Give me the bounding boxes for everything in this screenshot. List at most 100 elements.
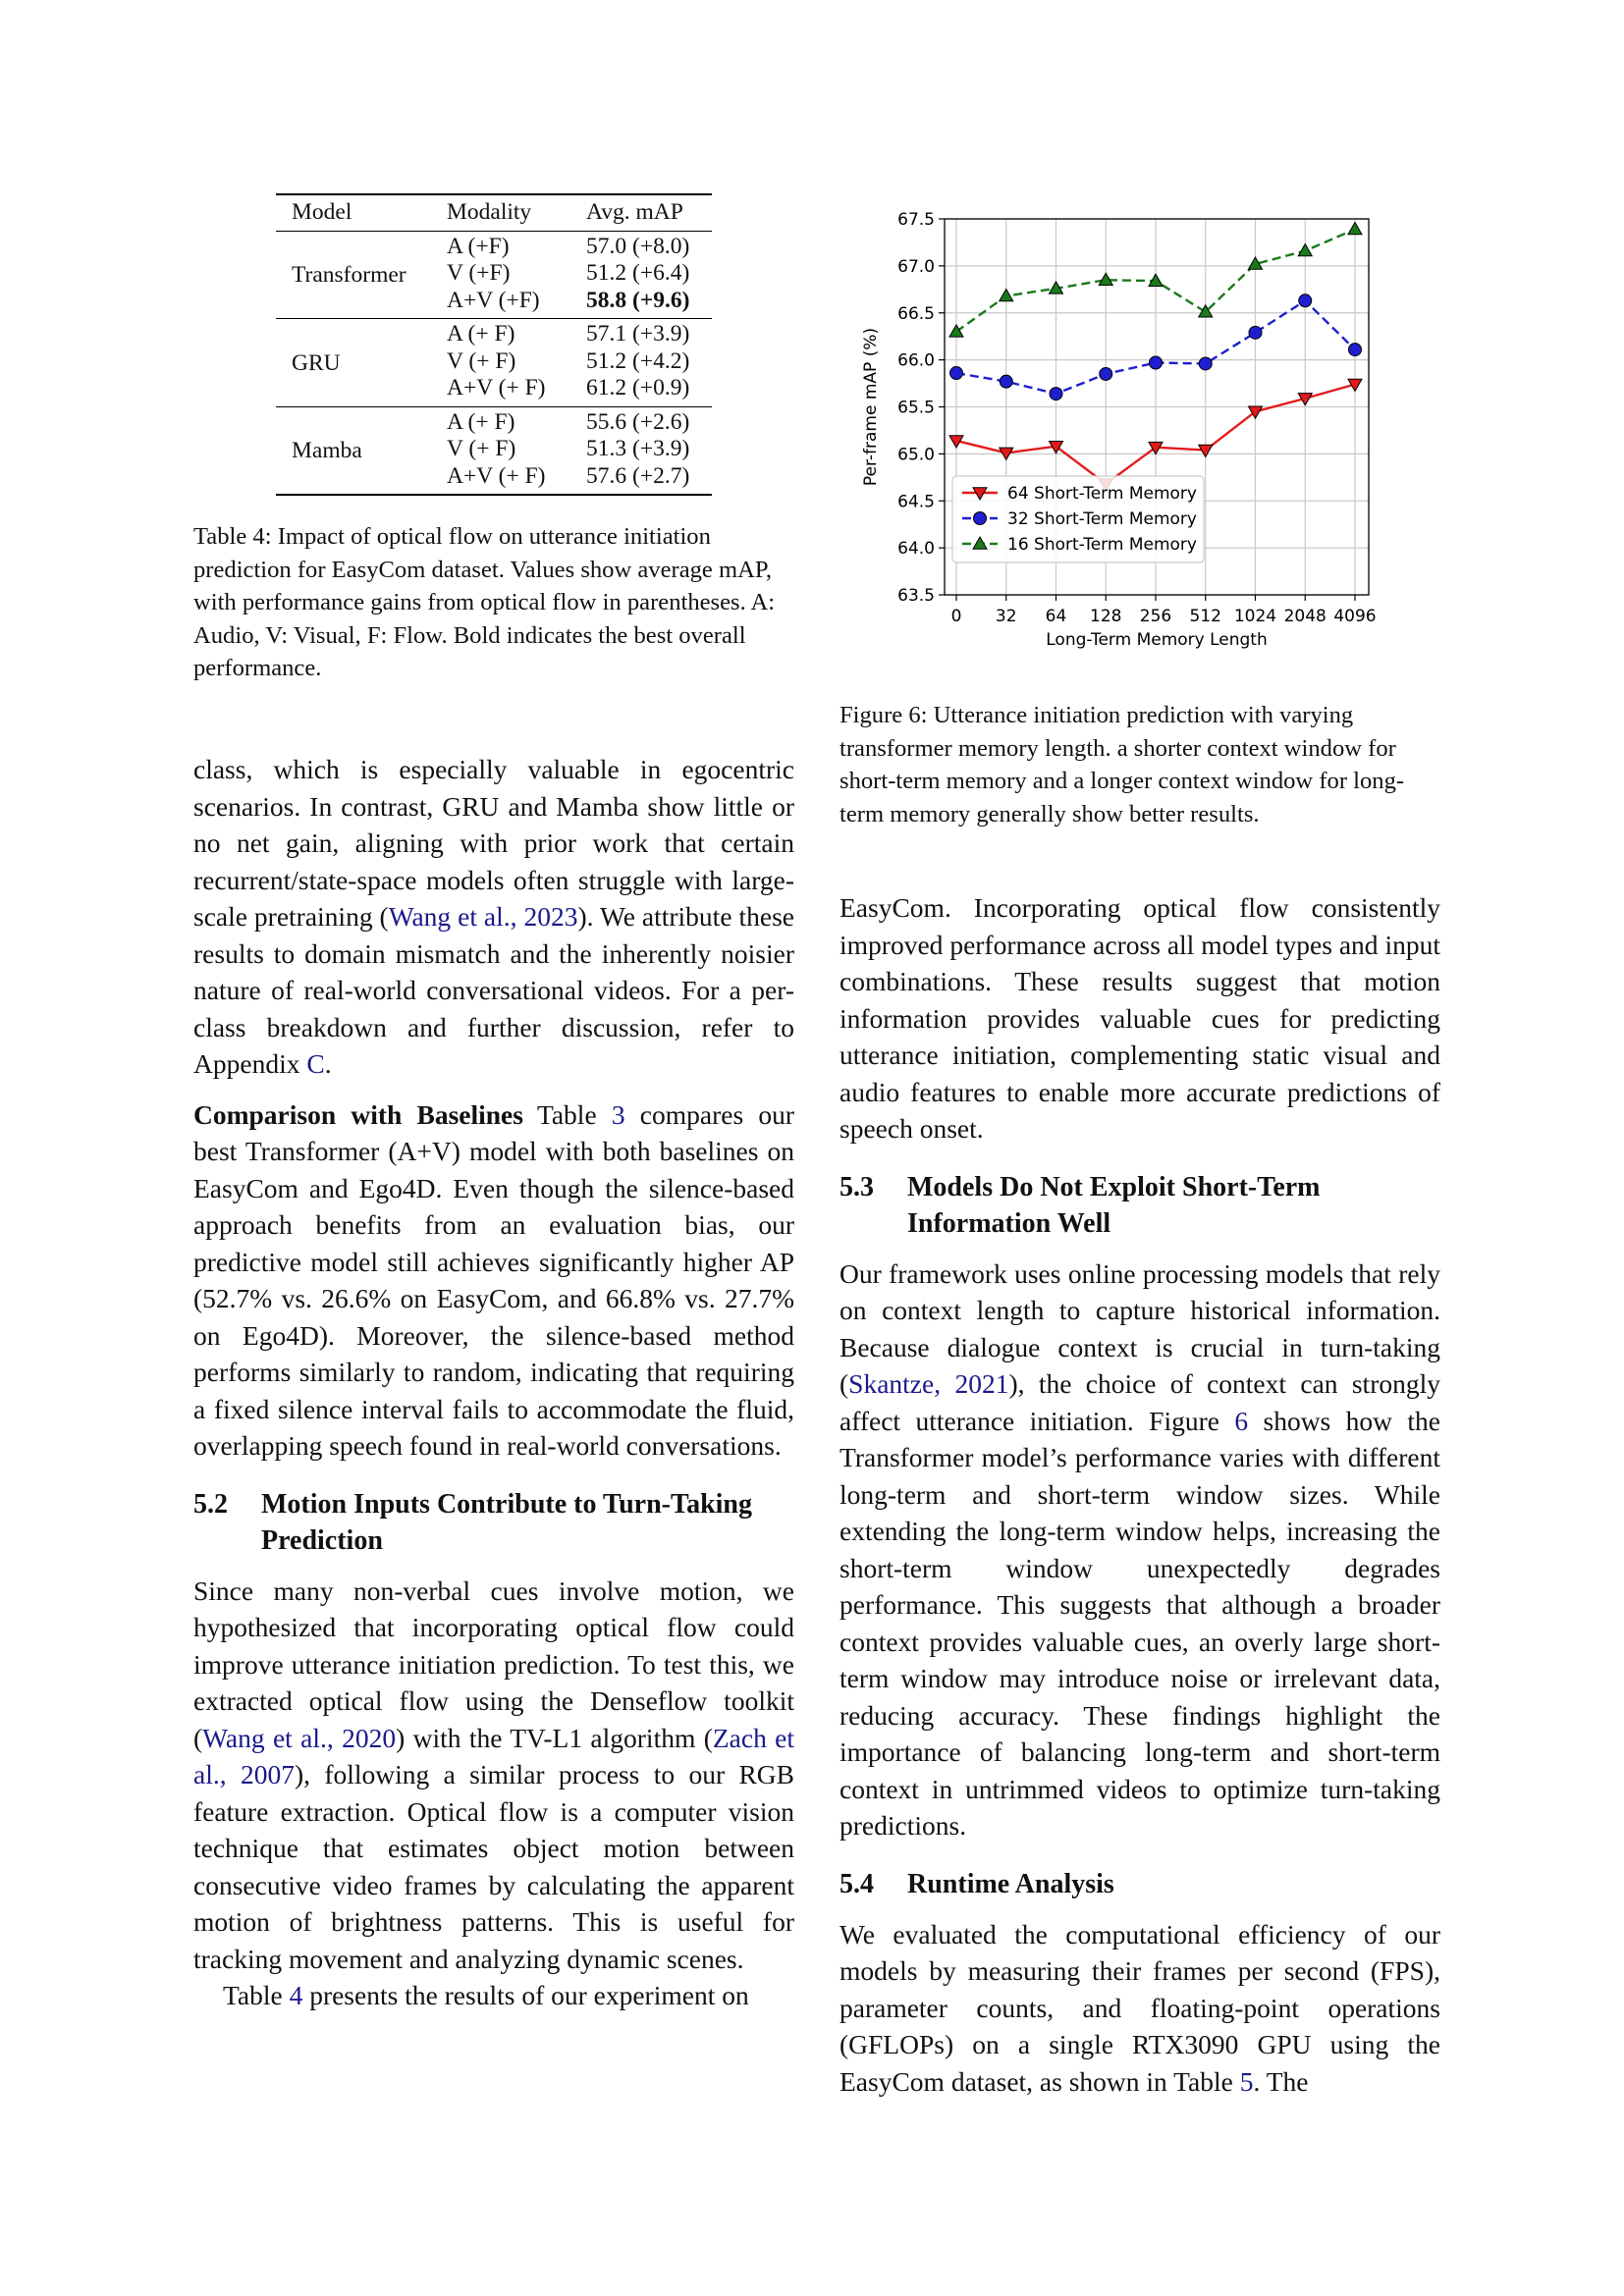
figure-link[interactable]: 6 — [1234, 1405, 1249, 1436]
citation-authors: Wang et al. — [388, 901, 511, 932]
table-cell-modality: V (+F) — [447, 260, 511, 286]
table-row: GRU A (+ F) 57.1 (+3.9) — [276, 319, 712, 376]
data-point — [1347, 221, 1363, 236]
data-point — [1297, 393, 1314, 406]
table-cell-map: 61.2 (+0.9) — [586, 375, 690, 400]
table-row: V (+ F) 51.3 (+3.9) — [276, 436, 712, 463]
table-cell-modality: A+V (+F) — [447, 287, 540, 313]
citation-separator: , — [934, 1368, 955, 1399]
citation-year: 2023 — [523, 901, 578, 932]
x-tick-label: 0 — [951, 607, 962, 626]
table-row: V (+F) 51.2 (+6.4) — [276, 260, 712, 288]
text-run: ) with the TV-L1 algorithm ( — [396, 1722, 713, 1753]
citation-link[interactable]: Skantze, 2021 — [848, 1368, 1008, 1399]
citation-authors: Zach et al. — [193, 1722, 795, 1790]
data-point — [1197, 444, 1214, 458]
citation-link[interactable]: Zach et al., 2007 — [193, 1723, 794, 1790]
left-column-body: class, which is especially valuable in e… — [193, 751, 794, 2014]
table-cell-modality: V (+ F) — [447, 347, 516, 374]
data-point — [1248, 325, 1263, 340]
x-tick-label: 512 — [1190, 607, 1221, 626]
data-point — [1098, 272, 1114, 286]
data-point — [1298, 294, 1313, 308]
paragraph: We evaluated the computational efficienc… — [839, 1916, 1440, 2101]
data-point — [998, 288, 1014, 302]
table-cell-map: 57.0 (+8.0) — [586, 233, 690, 259]
text-run: shows how the Transformer model’s perfor… — [839, 1405, 1440, 1842]
chart-series — [948, 221, 1363, 493]
right-column-body: EasyCom. Incorporating optical flow cons… — [839, 889, 1440, 2100]
series-32-short-term — [949, 294, 1362, 401]
appendix-link[interactable]: C — [306, 1048, 325, 1079]
data-point — [1247, 405, 1264, 420]
data-point — [1297, 242, 1314, 257]
paragraph: Our framework uses online processing mod… — [839, 1255, 1440, 1844]
y-tick-label: 64.5 — [897, 492, 935, 511]
paragraph: class, which is especially valuable in e… — [193, 751, 794, 1083]
table-cell-modality: V (+ F) — [447, 436, 516, 461]
figure-6-chart: 63.5 64.0 64.5 65.0 65.5 66.0 66.5 67.0 67.5 0 32… — [861, 210, 1377, 650]
citation-link[interactable]: Wang et al., 2020 — [202, 1723, 396, 1753]
table-cell-map: 57.6 (+2.7) — [586, 462, 690, 489]
table-cell-map: 51.2 (+4.2) — [586, 347, 690, 374]
table-cell-model: Transformer — [292, 262, 406, 288]
table-group-mamba: Mamba A (+ F) 55.6 (+2.6) V (+ F) 51.3 (… — [276, 406, 712, 495]
table-row: V (+ F) 51.2 (+4.2) — [276, 348, 712, 376]
paragraph: Comparison with Baselines Table 3 compare… — [193, 1096, 794, 1465]
y-tick-label: 67.5 — [897, 210, 935, 230]
data-point — [1049, 387, 1063, 401]
data-point — [1148, 273, 1164, 287]
paragraph: Table 4 presents the results of our expe… — [193, 1977, 794, 2014]
table-cell-model: Mamba — [292, 438, 362, 463]
table-row: A+V (+F) 58.8 (+9.6) — [276, 288, 712, 319]
table-row: Transformer A (+F) 57.0 (+8.0) — [276, 231, 712, 289]
y-tick-label: 65.0 — [897, 445, 935, 464]
legend-label: 32 Short-Term Memory — [1007, 509, 1197, 529]
section-title: Models Do Not Exploit Short-Term Informa… — [907, 1171, 1321, 1239]
table-row: Mamba A (+ F) 55.6 (+2.6) — [276, 406, 712, 464]
x-tick-label: 128 — [1090, 607, 1121, 626]
x-axis-ticks: 0 32 64 128 256 512 1024 2048 4096 — [951, 595, 1377, 626]
table-row: A+V (+ F) 61.2 (+0.9) — [276, 375, 712, 406]
section-heading: 5.2 Motion Inputs Contribute to Turn-Taki… — [193, 1486, 794, 1559]
table-link[interactable]: 4 — [289, 1980, 303, 2010]
x-tick-label: 32 — [996, 607, 1017, 626]
text-run: ). We attribute these results to domain … — [193, 901, 794, 1079]
table-cell-map-best: 58.8 (+9.6) — [586, 287, 690, 313]
x-tick-label: 64 — [1046, 607, 1067, 626]
y-axis-label: Per-frame mAP (%) — [861, 328, 881, 486]
text-run: Table — [536, 1098, 612, 1130]
legend-label: 16 Short-Term Memory — [1007, 535, 1197, 555]
table-link[interactable]: 5 — [1239, 2065, 1254, 2097]
text-run: We evaluated the computational efficienc… — [839, 1918, 1440, 2097]
header-model: Model — [292, 199, 352, 225]
table-group-transformer: Transformer A (+F) 57.0 (+8.0) V (+F) 51… — [276, 231, 712, 319]
table-4: Model Modality Avg. mAP Transformer A (+… — [276, 193, 712, 496]
data-point — [1348, 343, 1362, 357]
x-axis-label: Long-Term Memory Length — [1046, 630, 1268, 650]
paragraph: EasyCom. Incorporating optical flow cons… — [839, 892, 1440, 1144]
series-64-short-term — [948, 378, 1363, 493]
text-run: . — [324, 1048, 332, 1079]
data-point — [1347, 378, 1363, 393]
table-cell-modality: A+V (+ F) — [447, 462, 546, 489]
citation-separator: , — [219, 1759, 241, 1789]
data-point — [1048, 280, 1064, 294]
paragraph: Since many non-verbal cues involve motio… — [193, 1573, 794, 1978]
table-link[interactable]: 3 — [611, 1098, 625, 1130]
text-run: Our framework uses online processing mod… — [839, 1257, 1440, 1400]
text-run: presents the results of our experiment o… — [302, 1980, 749, 2010]
data-point — [1247, 255, 1264, 270]
section-number: 5.4 — [839, 1868, 874, 1899]
data-point — [948, 323, 964, 338]
table-cell-map: 51.2 (+6.4) — [586, 260, 690, 286]
series-16-short-term — [948, 221, 1363, 338]
table-cell-map: 57.1 (+3.9) — [586, 321, 690, 347]
header-avg-map: Avg. mAP — [586, 199, 683, 225]
y-tick-label: 63.5 — [897, 586, 935, 606]
x-tick-label: 4096 — [1333, 607, 1376, 626]
citation-link[interactable]: Wang et al., 2023 — [389, 901, 578, 932]
text-run: Since many non-verbal cues involve motio… — [193, 1575, 794, 1753]
section-number: 5.3 — [839, 1171, 874, 1202]
section-number: 5.2 — [193, 1488, 228, 1520]
